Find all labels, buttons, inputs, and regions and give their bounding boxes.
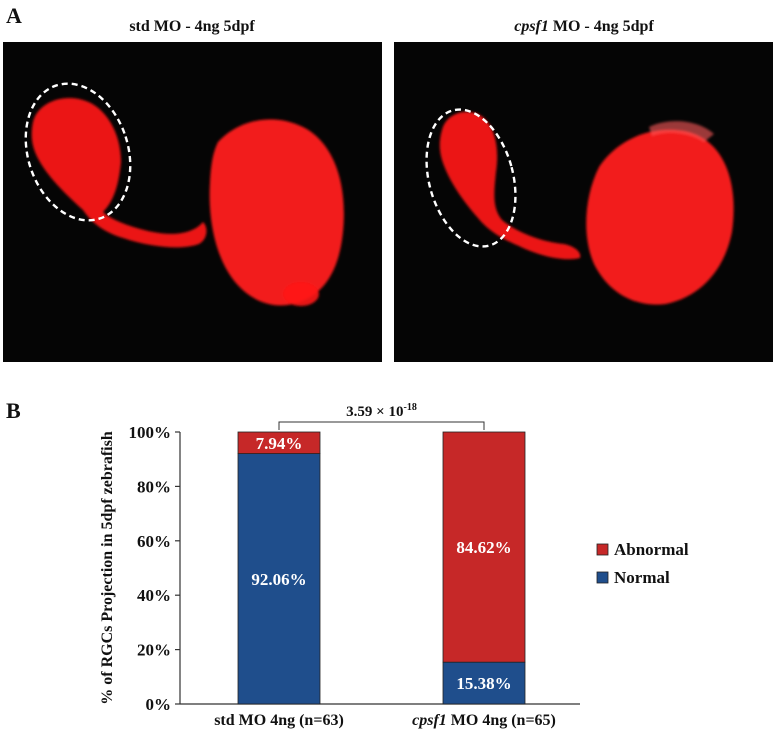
- significance-bracket: [278, 421, 485, 430]
- y-axis-label: % of RGCs Projection in 5dpf zebrafish: [99, 431, 116, 705]
- p-value-annotation: 3.59 × 10-18: [346, 402, 417, 420]
- data-label-normal-1: 92.06%: [251, 570, 306, 589]
- legend-label-normal: Normal: [614, 568, 670, 587]
- right-micrograph: [394, 42, 773, 362]
- left-image-title: std MO - 4ng 5dpf: [129, 18, 255, 35]
- right-tectum: [586, 129, 734, 305]
- legend-swatch-normal: [596, 571, 609, 584]
- data-label-abnormal-2: 84.62%: [456, 538, 511, 557]
- left-micrograph-drawing: [24, 82, 344, 306]
- bar-abnormal-1: [237, 431, 321, 454]
- category-label-2: cpsf1 MO 4ng (n=65): [412, 712, 556, 729]
- left-dashed-ellipse: [24, 82, 132, 222]
- y-tick-label: 80%: [137, 477, 171, 496]
- bar-normal-2: [442, 661, 526, 705]
- right-retina-projection: [439, 111, 581, 260]
- legend-label-abnormal: Abnormal: [614, 540, 689, 559]
- bar-abnormal-2: [442, 431, 526, 663]
- y-tick-label: 20%: [137, 641, 171, 660]
- left-micrograph: [3, 42, 382, 362]
- left-retina-projection: [31, 98, 207, 248]
- category-label-1: std MO 4ng (n=63): [214, 712, 344, 729]
- left-tectum: [209, 119, 344, 306]
- panel-a-label: A: [6, 3, 22, 28]
- y-tick-label: 40%: [137, 586, 171, 605]
- right-image-title: cpsf1 MO - 4ng 5dpf: [514, 18, 654, 35]
- y-tick-label: 100%: [129, 423, 172, 442]
- data-label-abnormal-1: 7.94%: [256, 434, 303, 453]
- y-tick-label: 60%: [137, 532, 171, 551]
- right-micrograph-drawing: [425, 108, 734, 305]
- stacked-bar-chart: 0% 20% 40% 60% 80% 100% % of RGCs Projection i…: [99, 402, 689, 729]
- legend-swatch-abnormal: [596, 543, 609, 556]
- y-tick-label: 0%: [146, 695, 172, 714]
- panel-b-label: B: [6, 398, 21, 423]
- data-label-normal-2: 15.38%: [456, 674, 511, 693]
